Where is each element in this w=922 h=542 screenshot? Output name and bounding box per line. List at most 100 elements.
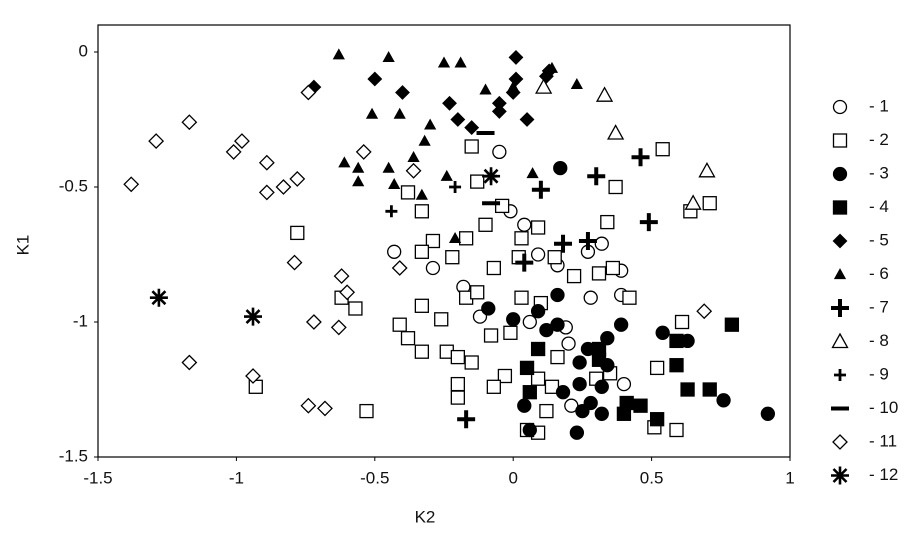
data-point bbox=[407, 150, 420, 162]
data-point bbox=[517, 217, 532, 232]
x-tick-label: -1 bbox=[229, 468, 244, 487]
data-point bbox=[450, 349, 465, 365]
data-point bbox=[716, 393, 731, 408]
legend-marker bbox=[831, 299, 849, 317]
data-point bbox=[450, 390, 465, 405]
data-point bbox=[400, 331, 416, 346]
data-point bbox=[517, 398, 532, 413]
data-point bbox=[148, 133, 165, 150]
x-tick-label: 1 bbox=[785, 468, 794, 487]
data-point bbox=[425, 260, 441, 276]
data-point bbox=[684, 194, 702, 210]
data-point bbox=[569, 425, 585, 440]
legend-label: - 9 bbox=[869, 364, 889, 383]
data-point bbox=[248, 379, 263, 394]
data-point bbox=[450, 376, 465, 392]
data-point bbox=[382, 161, 395, 173]
data-point bbox=[149, 288, 168, 307]
legend-label: - 12 bbox=[869, 465, 898, 484]
legend-label: - 4 bbox=[869, 197, 889, 216]
y-axis-label: K1 bbox=[13, 235, 32, 256]
data-point bbox=[555, 385, 571, 400]
data-point bbox=[530, 247, 546, 262]
data-point bbox=[696, 303, 713, 320]
data-point bbox=[181, 114, 198, 131]
data-point bbox=[414, 344, 430, 359]
data-point bbox=[530, 371, 546, 386]
data-point bbox=[330, 319, 347, 336]
data-point bbox=[424, 118, 437, 130]
legend-label: - 5 bbox=[869, 230, 889, 249]
legend-marker bbox=[831, 466, 849, 485]
data-point bbox=[305, 314, 322, 330]
data-point bbox=[553, 160, 568, 176]
data-point bbox=[616, 376, 632, 392]
data-point bbox=[622, 290, 637, 305]
data-point bbox=[445, 250, 460, 265]
data-point bbox=[594, 379, 609, 394]
data-point bbox=[348, 301, 363, 316]
data-point bbox=[669, 333, 684, 349]
data-point bbox=[482, 167, 501, 186]
data-point bbox=[594, 236, 609, 251]
data-point bbox=[649, 412, 665, 427]
data-point bbox=[300, 84, 317, 101]
data-point bbox=[547, 250, 562, 265]
legend-marker bbox=[832, 233, 848, 249]
data-point bbox=[526, 167, 539, 179]
legend-marker bbox=[832, 99, 848, 115]
data-point bbox=[578, 232, 597, 250]
data-point bbox=[561, 336, 576, 351]
data-point bbox=[317, 400, 333, 417]
data-point bbox=[458, 231, 474, 246]
data-point bbox=[608, 179, 623, 195]
data-point bbox=[550, 349, 565, 365]
data-point bbox=[464, 139, 479, 154]
x-tick-label: 0 bbox=[508, 468, 517, 487]
data-point bbox=[669, 358, 684, 373]
data-point bbox=[486, 260, 501, 276]
x-tick-label: 0.5 bbox=[640, 468, 664, 487]
legend-label: - 2 bbox=[869, 130, 889, 149]
data-point bbox=[614, 317, 629, 332]
legend-label: - 6 bbox=[869, 264, 889, 283]
data-point bbox=[531, 180, 550, 199]
data-point bbox=[464, 355, 479, 370]
data-point bbox=[535, 78, 553, 94]
y-tick-label: -1 bbox=[73, 311, 88, 330]
data-point bbox=[702, 196, 717, 211]
data-point bbox=[290, 225, 305, 241]
data-point bbox=[518, 256, 531, 269]
data-point bbox=[470, 285, 485, 300]
data-point bbox=[566, 268, 582, 284]
y-tick-label: -0.5 bbox=[59, 176, 88, 195]
data-point bbox=[698, 161, 716, 178]
legend-marker bbox=[834, 369, 846, 381]
data-point bbox=[616, 406, 632, 421]
data-point bbox=[483, 328, 499, 343]
data-point bbox=[333, 268, 350, 285]
data-point bbox=[633, 398, 648, 413]
data-point bbox=[600, 331, 615, 346]
data-point bbox=[503, 325, 518, 340]
y-tick-label: 0 bbox=[79, 41, 88, 60]
data-point bbox=[332, 48, 345, 60]
legend-label: - 8 bbox=[869, 331, 889, 350]
data-point bbox=[492, 144, 507, 160]
data-point bbox=[514, 231, 529, 246]
x-axis-label: K2 bbox=[415, 507, 436, 526]
legend-marker bbox=[831, 332, 849, 349]
data-point bbox=[508, 71, 524, 87]
legend-marker bbox=[832, 200, 848, 215]
data-point bbox=[454, 56, 467, 68]
data-point bbox=[395, 85, 410, 100]
data-point bbox=[724, 317, 740, 332]
data-point bbox=[470, 174, 485, 189]
x-tick-label: -0.5 bbox=[360, 468, 389, 487]
data-point bbox=[508, 49, 524, 65]
data-point bbox=[522, 422, 537, 438]
legend-marker bbox=[832, 133, 848, 148]
data-point bbox=[594, 406, 609, 421]
data-point bbox=[245, 368, 261, 384]
